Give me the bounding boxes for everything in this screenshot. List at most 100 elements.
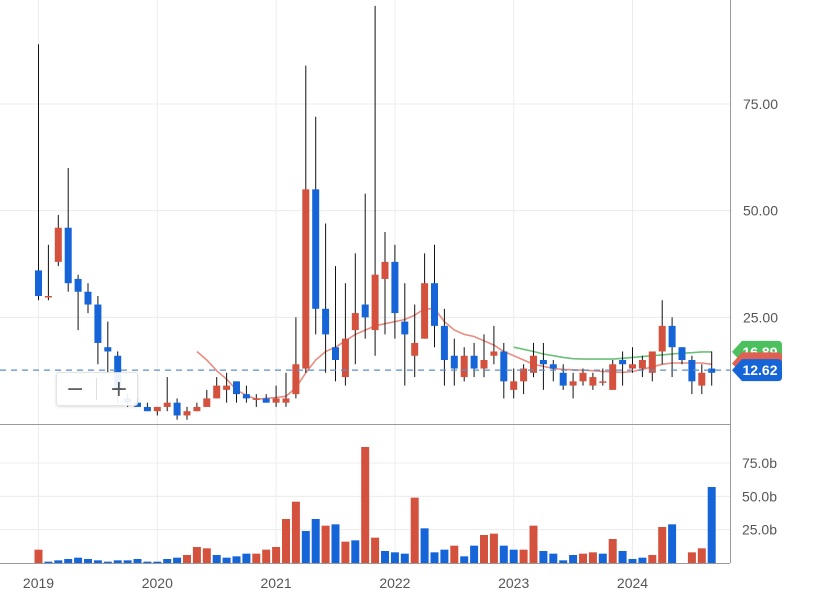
candle — [668, 317, 676, 378]
zoom-out-button[interactable]: − — [65, 376, 85, 402]
volume-bar — [232, 556, 241, 563]
candle — [391, 244, 399, 339]
candle — [460, 347, 468, 382]
volume-bars — [34, 447, 716, 563]
volume-bar — [143, 561, 152, 563]
candle — [94, 296, 102, 365]
candle — [193, 402, 201, 412]
volume-bar — [707, 487, 716, 563]
candle-body — [599, 381, 607, 383]
candle — [490, 325, 498, 365]
candle-body — [64, 227, 72, 284]
candle — [302, 65, 310, 373]
candle-body — [510, 381, 518, 390]
candle-body — [361, 304, 369, 318]
volume-bar — [668, 524, 677, 563]
candle — [530, 342, 537, 378]
x-tick-label: 2019 — [23, 575, 54, 591]
volume-bar — [123, 560, 132, 563]
candle-body — [143, 406, 151, 412]
volume-tick-label: 75.0b — [742, 455, 777, 471]
candle — [698, 364, 706, 395]
candle — [312, 116, 320, 335]
candle-body — [213, 385, 221, 399]
candle — [658, 300, 666, 365]
candle-body — [74, 278, 82, 292]
volume-bar — [470, 545, 479, 563]
candle — [440, 308, 448, 386]
volume-bar — [163, 559, 172, 563]
candle — [609, 360, 617, 390]
candle-body — [94, 304, 102, 343]
volume-bar — [103, 561, 112, 563]
volume-bar — [549, 553, 558, 563]
candle — [203, 389, 211, 407]
candle-body — [242, 394, 250, 399]
volume-bar — [301, 531, 310, 563]
candle — [292, 317, 300, 399]
candle — [629, 347, 636, 373]
volume-bar — [450, 545, 459, 563]
candle — [163, 377, 171, 412]
y-tick-label: 25.00 — [743, 309, 778, 325]
candle — [332, 266, 339, 382]
volume-bar — [331, 524, 340, 563]
volume-bar — [262, 549, 271, 563]
candle-body — [440, 325, 448, 360]
candle — [638, 355, 646, 378]
candle — [64, 168, 72, 292]
candle — [589, 372, 597, 390]
candle-body — [282, 398, 290, 403]
candle-body — [233, 381, 240, 395]
volume-bar — [440, 549, 449, 563]
candle — [678, 347, 686, 365]
candle — [322, 223, 330, 373]
candle-body — [104, 347, 112, 352]
candle-body — [708, 368, 716, 373]
candle-body — [322, 308, 330, 335]
candle — [173, 398, 181, 420]
volume-bar — [539, 551, 548, 563]
candle — [688, 355, 696, 395]
candle — [470, 342, 478, 378]
candle — [252, 394, 260, 407]
volume-bar — [252, 553, 261, 563]
badge-shape — [732, 359, 782, 382]
candle-body — [480, 360, 488, 369]
volume-bar — [351, 540, 360, 563]
candle — [569, 372, 577, 399]
candle-body — [678, 347, 686, 360]
volume-bar — [628, 559, 637, 563]
candle-body — [539, 360, 547, 365]
volume-bar — [173, 557, 182, 563]
volume-bar — [608, 539, 617, 563]
volume-bar — [697, 548, 706, 563]
candle-body — [173, 402, 181, 416]
volume-bar — [618, 551, 627, 563]
zoom-in-button[interactable]: + — [109, 376, 129, 402]
candle-body — [638, 360, 646, 369]
candle-body — [351, 313, 359, 331]
candle-body — [629, 364, 636, 369]
candle — [262, 394, 270, 403]
badge-label: 12.62 — [742, 362, 777, 378]
candle-body — [460, 355, 468, 378]
candle-body — [549, 364, 557, 369]
volume-bar — [212, 555, 221, 563]
candle — [520, 364, 528, 395]
candle-body — [391, 261, 399, 314]
candle-body — [203, 398, 211, 407]
candle-body — [262, 398, 270, 403]
volume-bar — [371, 537, 380, 563]
volume-bar — [638, 557, 647, 563]
volume-tick-label: 50.0b — [742, 488, 777, 504]
candle — [351, 253, 359, 365]
volume-bar — [529, 525, 538, 563]
volume-bar — [648, 555, 657, 563]
y-tick-label: 75.00 — [743, 96, 778, 112]
volume-bar — [687, 552, 696, 563]
candle — [708, 351, 716, 386]
candle-body — [223, 385, 231, 390]
volume-bar — [588, 552, 597, 563]
